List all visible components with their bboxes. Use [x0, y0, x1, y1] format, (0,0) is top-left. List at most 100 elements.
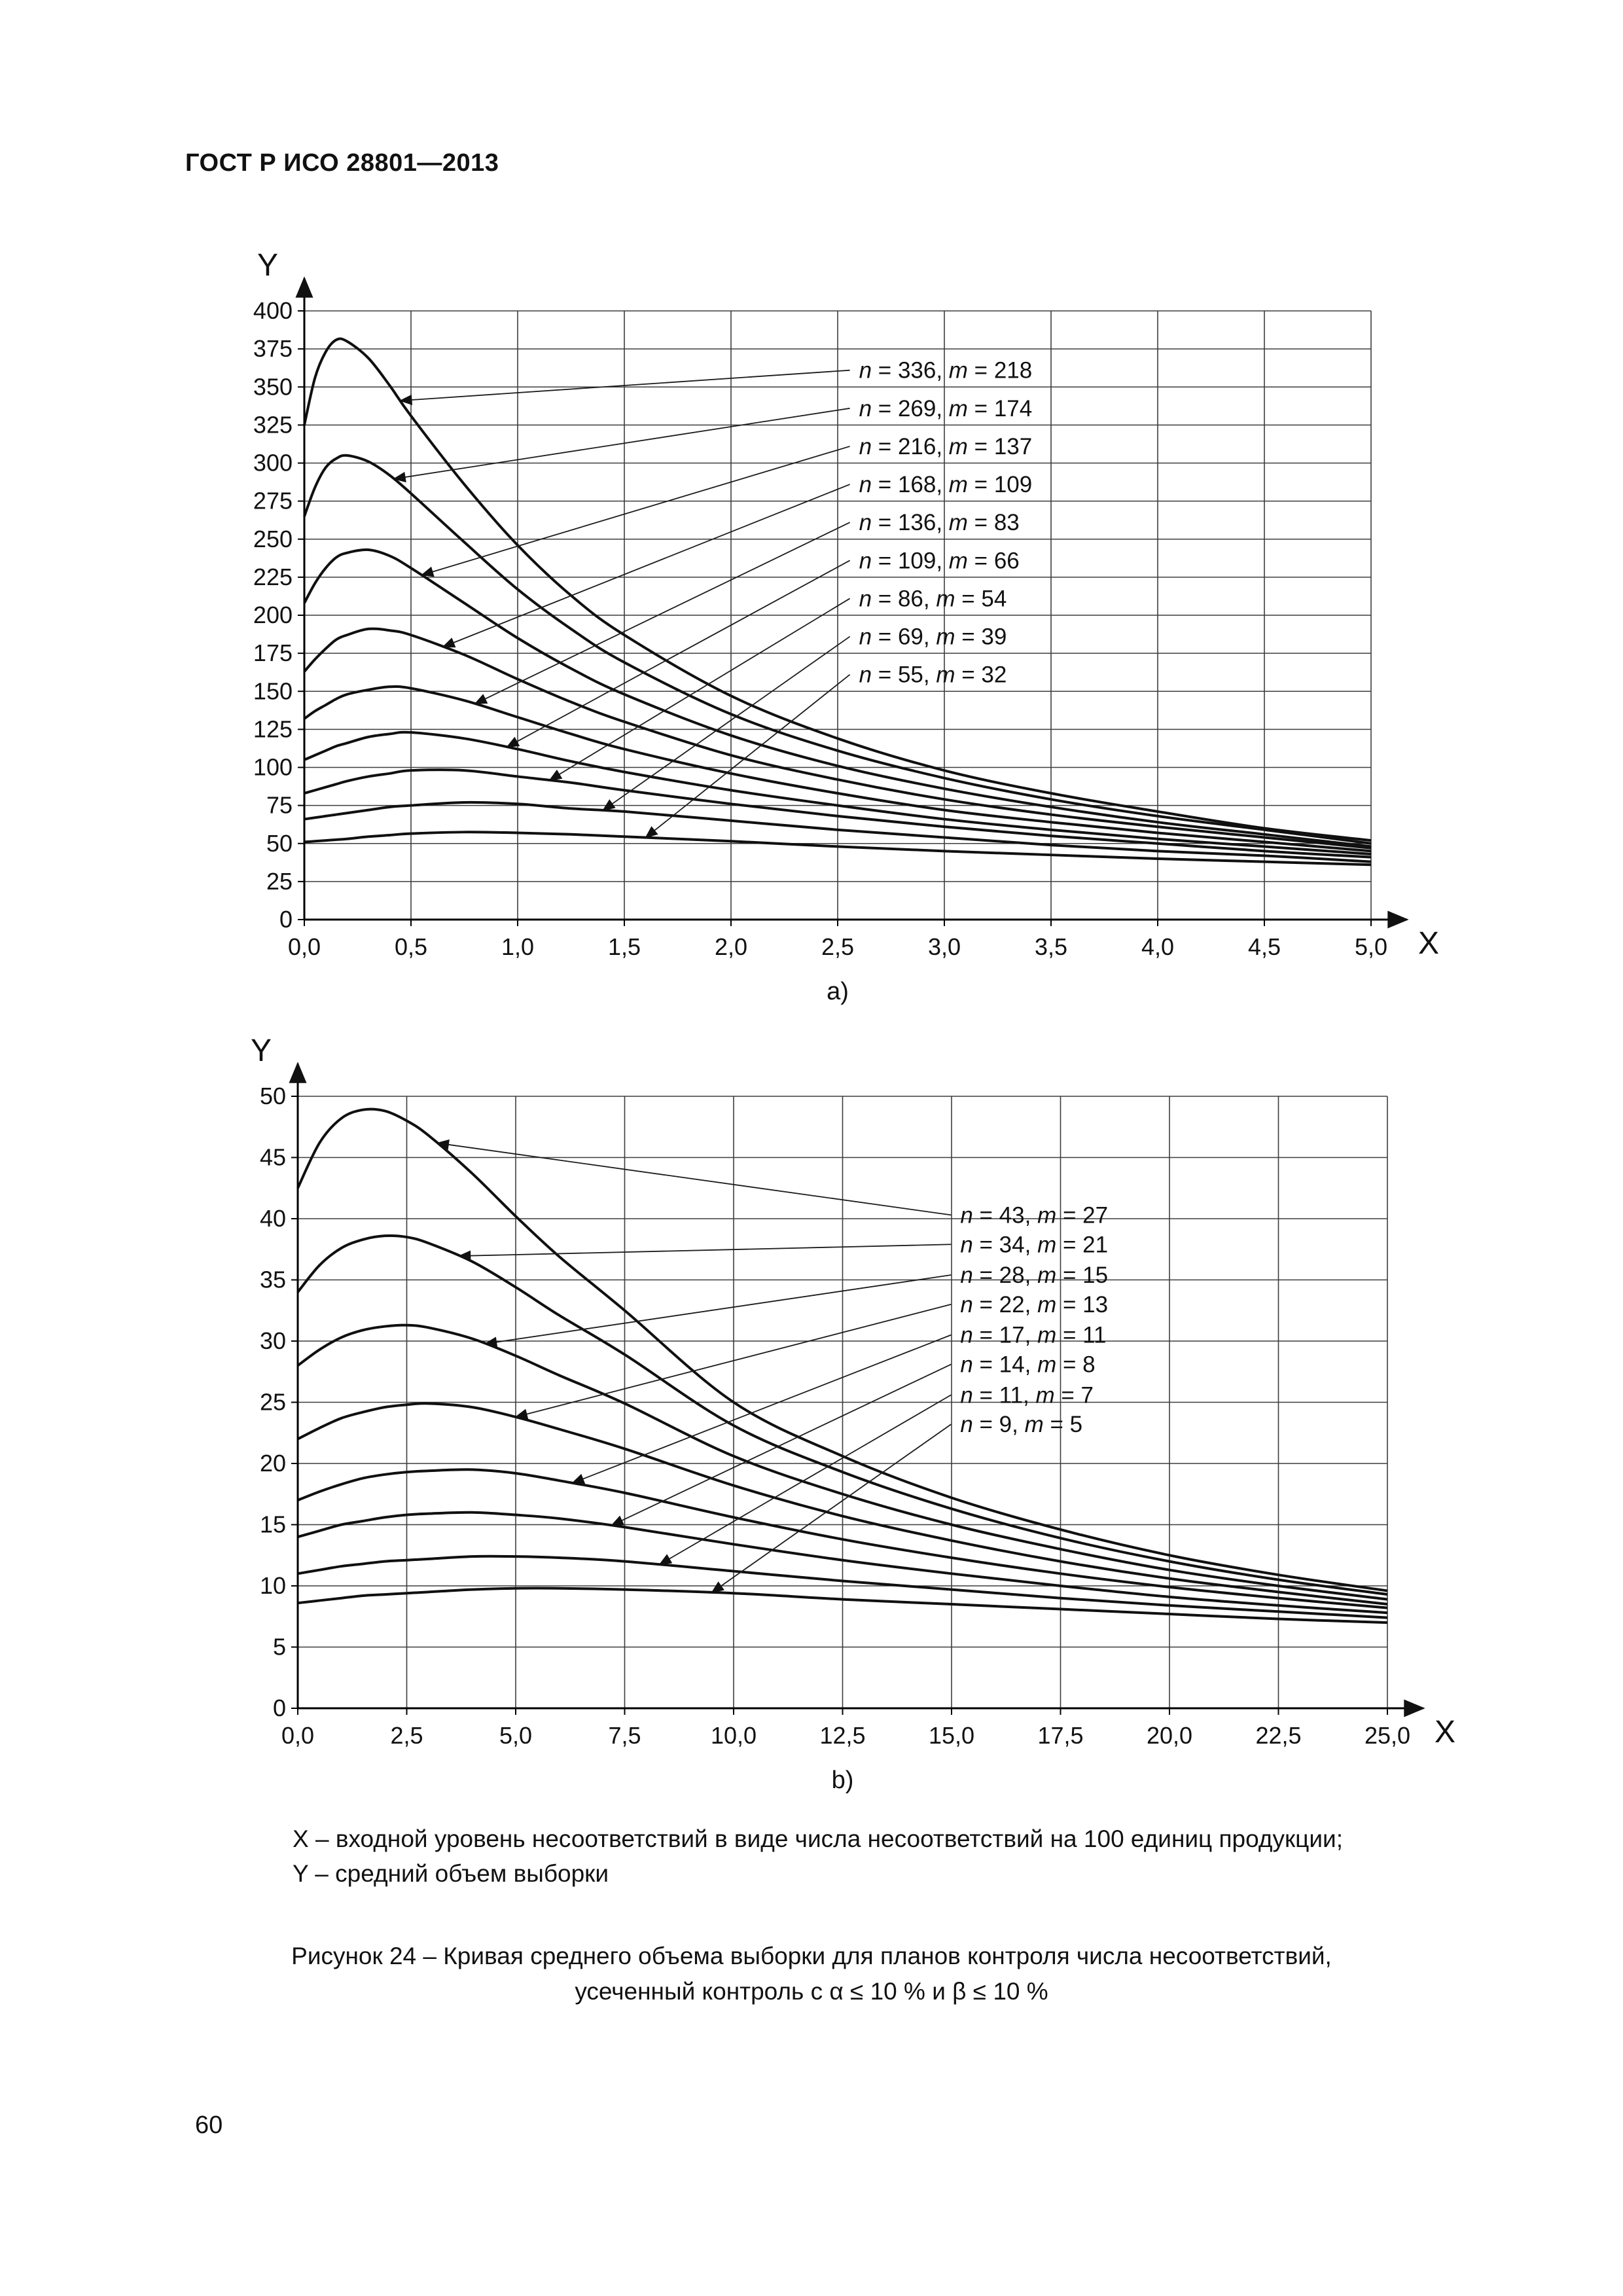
legend-label: n = 55, m = 32 — [859, 662, 1007, 687]
legend-leader-arrow — [484, 1274, 952, 1348]
x-tick-label: 2,5 — [390, 1722, 423, 1749]
chart-svg-b: n = 43, m = 27 n = 34, m = 21 n = 28, m = … — [251, 1033, 1455, 1794]
x-tick-label: 7,5 — [608, 1722, 641, 1749]
legend-leader-arrow — [474, 522, 850, 705]
legend-label: n = 28, m = 15 — [960, 1263, 1108, 1288]
y-tick-label: 0 — [273, 1695, 286, 1721]
axes-b: 0,0 2,5 5,0 7,5 10,0 12,5 15,0 17,5 20,0 22,5 25,0… — [251, 1033, 1455, 1749]
legend-leader-arrow — [571, 1334, 952, 1484]
axis-notes: X – входной уровень несоответствий в вид… — [293, 1822, 1418, 1891]
curves-b — [296, 1107, 1388, 1624]
legend-a: n = 336, m = 218 n = 269, m = 174 n = 216,… — [393, 357, 1033, 838]
x-tick-label: 3,0 — [928, 933, 961, 960]
curve-n22-m13 — [297, 1402, 1388, 1606]
legend-label: n = 109, m = 66 — [859, 548, 1020, 573]
legend-leader-arrow — [506, 560, 851, 748]
document-header: ГОСТ Р ИСО 28801—2013 — [185, 149, 499, 177]
legend-leader-arrow — [457, 1244, 952, 1261]
curve-n109-m66 — [304, 730, 1372, 856]
y-tick-label: 350 — [253, 373, 293, 400]
y-tick-label: 50 — [260, 1083, 286, 1109]
caption-line-2: усеченный контроль с α ≤ 10 % и β ≤ 10 % — [575, 1977, 1048, 2005]
x-tick-label: 5,0 — [1355, 933, 1387, 960]
legend-label: n = 136, m = 83 — [859, 510, 1020, 535]
y-axis-label: Y — [257, 248, 278, 283]
curve-n136-m83 — [303, 685, 1372, 853]
curve-n14-m8 — [297, 1511, 1388, 1615]
legend-label: n = 22, m = 13 — [960, 1291, 1108, 1317]
y-axis-label: Y — [251, 1033, 272, 1068]
caption-line-1: Рисунок 24 – Кривая среднего объема выбо… — [291, 1943, 1332, 1969]
legend-label: n = 17, m = 11 — [960, 1322, 1106, 1348]
legend-label: n = 336, m = 218 — [859, 357, 1033, 383]
legend-label: n = 216, m = 137 — [859, 433, 1033, 459]
y-tick-label: 375 — [253, 335, 293, 362]
note-x-axis: X – входной уровень несоответствий в вид… — [293, 1825, 1343, 1852]
y-tick-label: 30 — [260, 1327, 286, 1354]
legend-leader-arrow — [442, 484, 850, 648]
y-tick-label: 25 — [266, 868, 293, 895]
legend-leader-arrow — [645, 673, 851, 838]
y-tick-label: 200 — [253, 601, 293, 628]
x-tick-label: 12,5 — [819, 1722, 865, 1749]
legend-leader-arrow — [711, 1424, 952, 1594]
curve-n336-m218 — [303, 337, 1372, 842]
x-tick-label: 25,0 — [1364, 1722, 1410, 1749]
x-tick-label: 5,0 — [499, 1722, 532, 1749]
legend-b: n = 43, m = 27 n = 34, m = 21 n = 28, m = … — [436, 1139, 1108, 1594]
curve-n168-m109 — [303, 627, 1372, 850]
x-tick-label: 15,0 — [929, 1722, 974, 1749]
x-tick-label: 4,5 — [1248, 933, 1281, 960]
legend-label: n = 14, m = 8 — [960, 1352, 1095, 1377]
y-tick-label: 275 — [253, 488, 293, 514]
chart-svg-a: n = 336, m = 218 n = 269, m = 174 n = 216,… — [253, 248, 1439, 1005]
curve-n43-m27 — [296, 1107, 1388, 1592]
legend-leader-arrow — [514, 1304, 952, 1420]
chart-sublabel-b: b) — [832, 1767, 854, 1794]
y-tick-label: 40 — [260, 1205, 286, 1232]
curve-n216-m137 — [303, 548, 1372, 848]
curve-n269-m174 — [303, 454, 1372, 845]
curve-n17-m11 — [297, 1468, 1388, 1609]
curve-n86-m54 — [304, 768, 1372, 859]
page-number: 60 — [195, 2111, 223, 2139]
x-axis-label: X — [1418, 926, 1439, 961]
legend-leader-arrow — [658, 1394, 952, 1566]
curve-n28-m15 — [296, 1323, 1388, 1601]
curve-n9-m5 — [297, 1587, 1388, 1624]
x-tick-label: 1,0 — [501, 933, 534, 960]
y-tick-label: 0 — [279, 906, 293, 933]
x-tick-label: 20,0 — [1147, 1722, 1192, 1749]
y-tick-label: 25 — [260, 1389, 286, 1416]
axes-a: 0,0 0,5 1,0 1,5 2,0 2,5 3,0 3,5 4,0 4,5 5,0 0 25 50 75… — [253, 248, 1439, 961]
x-tick-label: 2,0 — [715, 933, 747, 960]
y-tick-label: 15 — [260, 1511, 286, 1538]
curve-n69-m39 — [304, 800, 1372, 863]
y-tick-label: 250 — [253, 526, 293, 552]
x-tick-label: 10,0 — [711, 1722, 757, 1749]
y-tick-label: 175 — [253, 639, 293, 666]
legend-leader-arrow — [436, 1139, 952, 1216]
y-tick-label: 5 — [273, 1634, 286, 1660]
y-tick-label: 400 — [253, 297, 293, 324]
y-tick-label: 150 — [253, 677, 293, 704]
x-tick-label: 4,0 — [1141, 933, 1174, 960]
legend-leader-arrow — [420, 446, 850, 577]
y-tick-label: 20 — [260, 1450, 286, 1477]
y-tick-label: 50 — [266, 830, 293, 857]
legend-leader-arrow — [611, 1363, 952, 1526]
note-y-axis: Y – средний объем выборки — [293, 1859, 609, 1887]
legend-label: n = 34, m = 21 — [960, 1232, 1108, 1257]
legend-label: n = 168, m = 109 — [859, 472, 1033, 497]
x-tick-label: 22,5 — [1255, 1722, 1301, 1749]
legend-leader-arrow — [399, 369, 850, 406]
x-tick-label: 0,5 — [395, 933, 427, 960]
x-axis-label: X — [1435, 1715, 1455, 1749]
legend-label: n = 69, m = 39 — [859, 624, 1007, 649]
curve-n11-m7 — [297, 1554, 1388, 1619]
y-tick-label: 325 — [253, 411, 293, 438]
legend-label: n = 86, m = 54 — [859, 586, 1007, 611]
legend-label: n = 9, m = 5 — [960, 1412, 1082, 1437]
chart-sublabel-a: a) — [827, 978, 849, 1005]
y-tick-label: 10 — [260, 1572, 286, 1599]
